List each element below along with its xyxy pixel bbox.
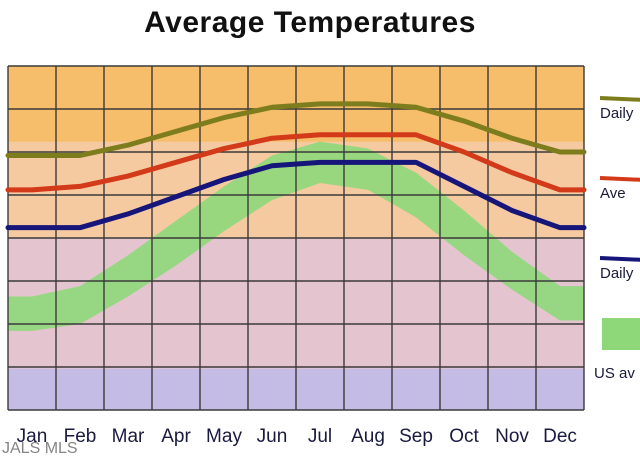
- legend-swatch: [599, 256, 640, 262]
- x-tick-label: Jun: [257, 426, 288, 447]
- x-tick-label: Mar: [112, 426, 145, 447]
- series-line-daily-low: [5, 159, 587, 231]
- series-lines: [5, 101, 587, 231]
- x-tick-label: Apr: [161, 426, 191, 447]
- x-tick-label: Aug: [351, 426, 385, 447]
- legend-swatch: [599, 176, 640, 182]
- legend-label: Ave: [600, 185, 626, 202]
- legend-swatch: [599, 96, 640, 102]
- series-line-daily-high: [5, 101, 587, 158]
- legend-label: US av: [594, 365, 635, 382]
- chart-grid: [7, 65, 585, 411]
- x-tick-label: Nov: [495, 426, 529, 447]
- series-line-average: [5, 132, 587, 193]
- x-tick-label: May: [206, 426, 242, 447]
- x-tick-label: Jan: [17, 426, 48, 447]
- chart-legend: Daily Ave Daily US av: [594, 96, 640, 382]
- x-tick-label: Dec: [543, 426, 577, 447]
- x-tick-label: Jul: [308, 426, 332, 447]
- legend-label: Daily: [600, 105, 634, 122]
- x-tick-label: Sep: [399, 426, 433, 447]
- legend-label: Daily: [600, 265, 634, 282]
- x-tick-label: Feb: [64, 426, 97, 447]
- legend-swatch-us-average: [602, 318, 640, 350]
- watermark-text: JALS MLS: [2, 440, 78, 457]
- chart-title: Average Temperatures: [144, 6, 476, 39]
- x-axis-labels: Jan Feb Mar Apr May Jun Jul Aug Sep Oct Nov Dec: [17, 426, 577, 447]
- x-tick-label: Oct: [449, 426, 479, 447]
